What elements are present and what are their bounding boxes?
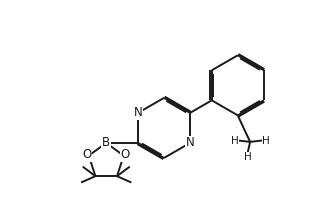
Text: B: B — [102, 136, 110, 149]
Text: N: N — [134, 106, 143, 119]
Text: H: H — [230, 136, 239, 146]
Text: O: O — [82, 149, 91, 162]
Text: N: N — [186, 136, 195, 149]
Text: H: H — [244, 153, 251, 162]
Text: H: H — [262, 136, 270, 146]
Text: O: O — [121, 149, 130, 162]
